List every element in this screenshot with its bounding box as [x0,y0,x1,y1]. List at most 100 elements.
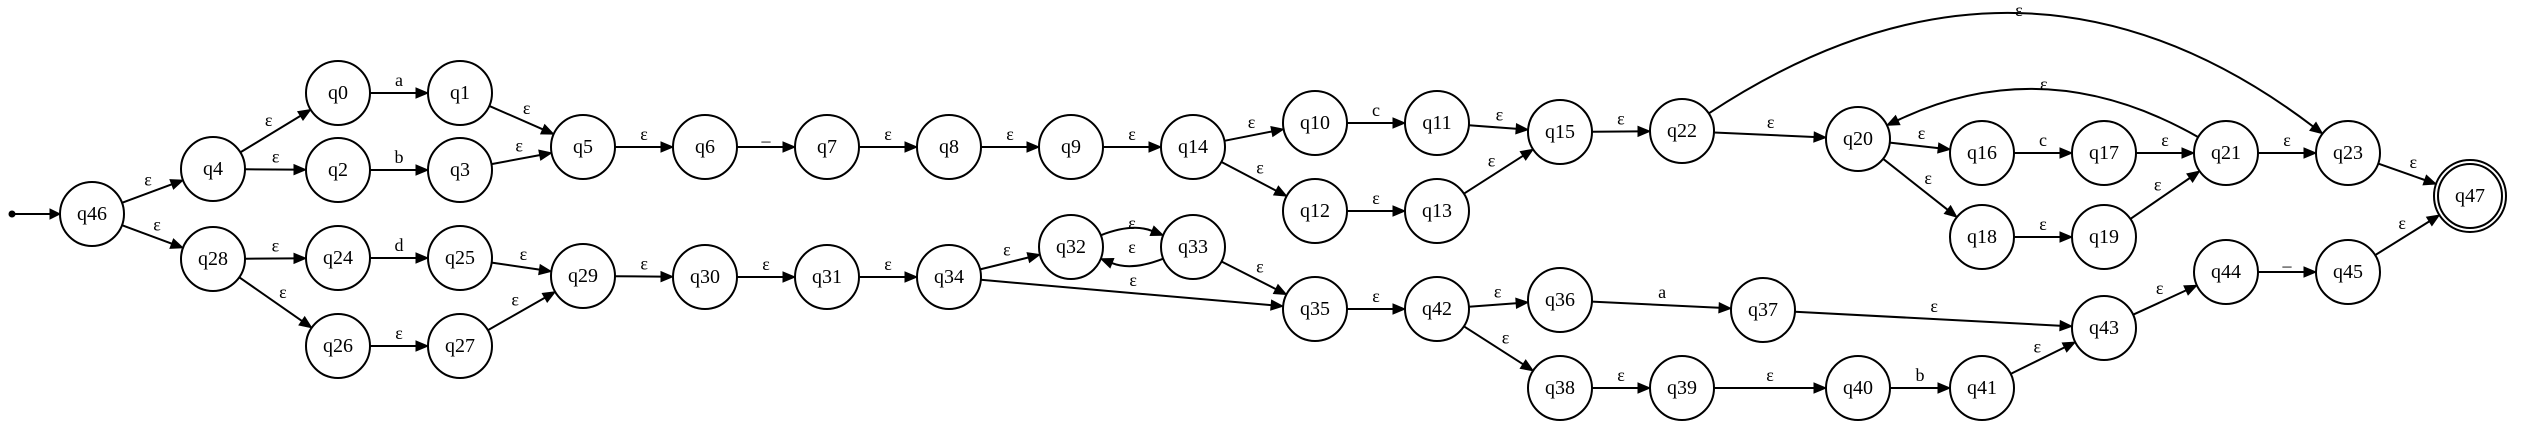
state-q21: q21 [2193,120,2259,186]
transition-q6-to-q7: _ [736,124,797,153]
transition-arrowhead [2186,170,2201,184]
transition-arrowhead [2181,147,2196,159]
transition-label: c [1372,100,1380,120]
transition-q34-to-q35: ε [980,270,1285,311]
state-label: q0 [328,82,348,104]
transition-label: ε [1003,239,1011,259]
state-circle [1282,178,1348,244]
state-q44: q44 [2193,239,2259,305]
transition-label: ε [1248,112,1256,132]
transition-line [239,115,301,154]
state-circle [427,137,493,203]
state-label: q41 [1967,377,1997,399]
transition-q41-to-q43: ε [2010,336,2077,375]
transition-line [1468,302,1517,308]
transition-arrowhead [2309,121,2324,135]
transition-arrowhead [169,238,185,249]
state-circle [2071,120,2137,186]
state-circle [1404,276,1470,342]
state-q46: q46 [59,181,125,247]
state-circle [1649,98,1715,164]
transition-line [487,296,546,332]
transition-arrowhead [293,163,308,176]
transition-q33-to-q32: ε [1099,237,1164,269]
transition-label: ε [1128,213,1136,233]
transition-line [1468,124,1517,130]
state-label: q8 [939,136,959,158]
state-q3: q3 [427,137,493,203]
transition-label: ε [2410,152,2418,172]
transition-q21-to-q23: ε [2258,130,2318,159]
transition-arrowhead [2303,266,2318,278]
state-label: q11 [1422,112,1451,134]
state-q33: q33 [1160,214,1226,280]
state-q10: q10 [1282,90,1348,156]
state-label: q20 [1843,128,1873,150]
transition-q34-to-q32: ε [979,239,1042,271]
state-circle [1160,114,1226,180]
accepting-ring [2433,159,2507,233]
transition-arrowhead [660,270,675,283]
transition-label: ε [2161,130,2169,150]
state-label: q2 [328,159,348,181]
state-label: q18 [1967,226,1997,248]
transition-q45-to-q47: ε [2374,213,2441,256]
transition-arrowhead [660,141,675,153]
transition-q22-to-q23: ε [1708,0,2324,135]
transition-arrowhead [782,271,797,283]
state-circle [916,114,982,180]
state-label: q26 [323,335,353,357]
state-circle [1949,120,2015,186]
transition-q35-to-q42: ε [1347,286,1407,315]
state-label: q7 [817,136,837,158]
transition-line [2129,177,2191,220]
state-circle [2315,120,2381,186]
state-circle [2193,239,2259,305]
transition-arrowhead [2425,214,2441,227]
state-q23: q23 [2315,120,2381,186]
state-label: q12 [1300,200,1330,222]
state-circle [1527,355,1593,421]
transition-label: ε [884,124,892,144]
transition-q25-to-q29: ε [491,244,553,276]
transition-arrowhead [1637,125,1652,138]
transition-label: ε [153,214,161,234]
transition-arrowhead [2303,147,2318,159]
state-q4: q4 [180,136,246,202]
state-q12: q12 [1282,178,1348,244]
state-q25: q25 [427,225,493,291]
transition-q14-to-q12: ε [1220,158,1288,197]
transition-q11-to-q15: ε [1468,105,1530,135]
state-label: q43 [2089,317,2119,339]
state-q43: q43 [2071,295,2137,361]
state-circle [1825,106,1891,172]
transition-arrowhead [169,179,185,190]
transition-line [1220,161,1277,192]
transition-arrowhead [1813,131,1828,143]
transition-arrowhead [1270,299,1285,311]
state-circle [1038,114,1104,180]
state-circle [305,313,371,379]
state-q38: q38 [1527,355,1593,421]
state-circle [305,137,371,203]
transition-arrowhead [1026,252,1042,264]
transition-label: ε [2283,130,2291,150]
transition-q13-to-q15: ε [1463,148,1535,195]
state-label: q5 [573,136,593,158]
state-q2: q2 [305,137,371,203]
state-label: q24 [323,247,353,269]
state-circle [794,244,860,310]
state-q11: q11 [1404,90,1470,156]
state-q24: q24 [305,225,371,291]
transition-label: d [395,235,404,255]
transition-line [1111,257,1164,268]
state-circle [180,226,246,292]
state-circle [1282,276,1348,342]
state-q30: q30 [672,244,738,310]
state-label: q13 [1422,200,1452,222]
transition-line [491,261,540,271]
state-label: q44 [2211,261,2241,283]
state-q13: q13 [1404,178,1470,244]
transition-q27-to-q29: ε [487,290,557,332]
